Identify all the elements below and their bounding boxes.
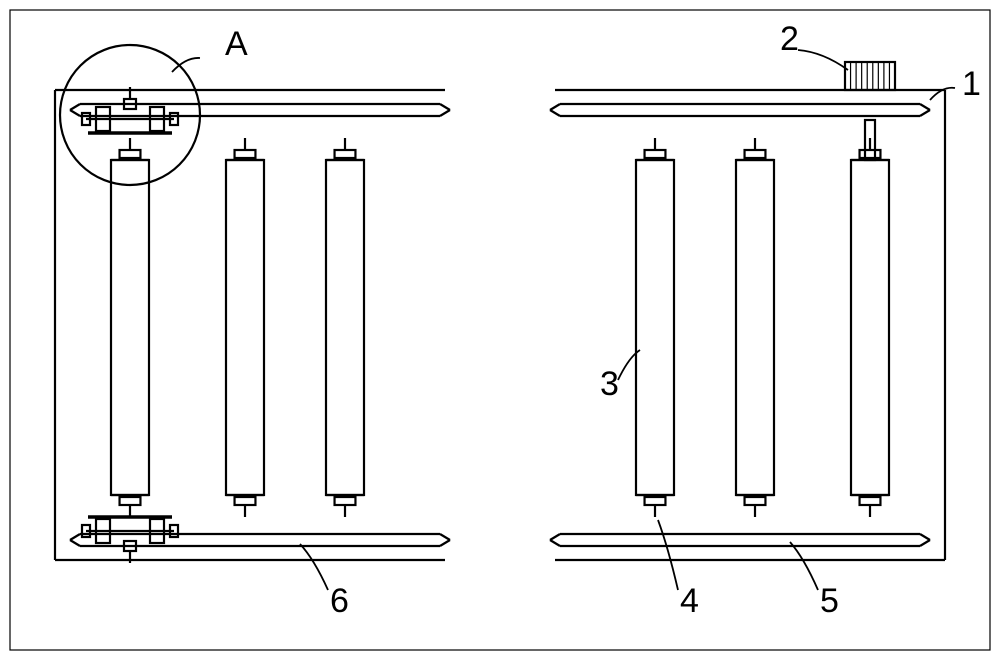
label-text-6: 6 xyxy=(330,582,349,620)
label-text-4: 4 xyxy=(680,582,699,620)
right-roller-2 xyxy=(736,138,774,517)
right-roller-3 xyxy=(851,138,889,517)
right-roller-1 xyxy=(636,138,674,517)
right-belt-bottom xyxy=(550,534,930,546)
label-text-3: 3 xyxy=(600,365,619,403)
label-text-1: 1 xyxy=(962,65,981,103)
label-6: 6 xyxy=(300,544,349,620)
label-3: 3 xyxy=(600,350,640,403)
left-roller-3 xyxy=(326,138,364,517)
left-roller-1 xyxy=(111,138,149,517)
left-roller-2 xyxy=(226,138,264,517)
label-text-2: 2 xyxy=(780,20,799,58)
label-text-5: 5 xyxy=(820,582,839,620)
left-bracket-bottom xyxy=(82,517,178,563)
label-5: 5 xyxy=(790,542,839,620)
right-belt-top xyxy=(550,104,930,116)
label-text-A: A xyxy=(225,25,248,63)
left-bracket-top xyxy=(82,87,178,133)
label-1: 1 xyxy=(930,65,981,103)
motor xyxy=(845,62,895,90)
label-A: A xyxy=(172,25,248,72)
label-2: 2 xyxy=(780,20,848,70)
